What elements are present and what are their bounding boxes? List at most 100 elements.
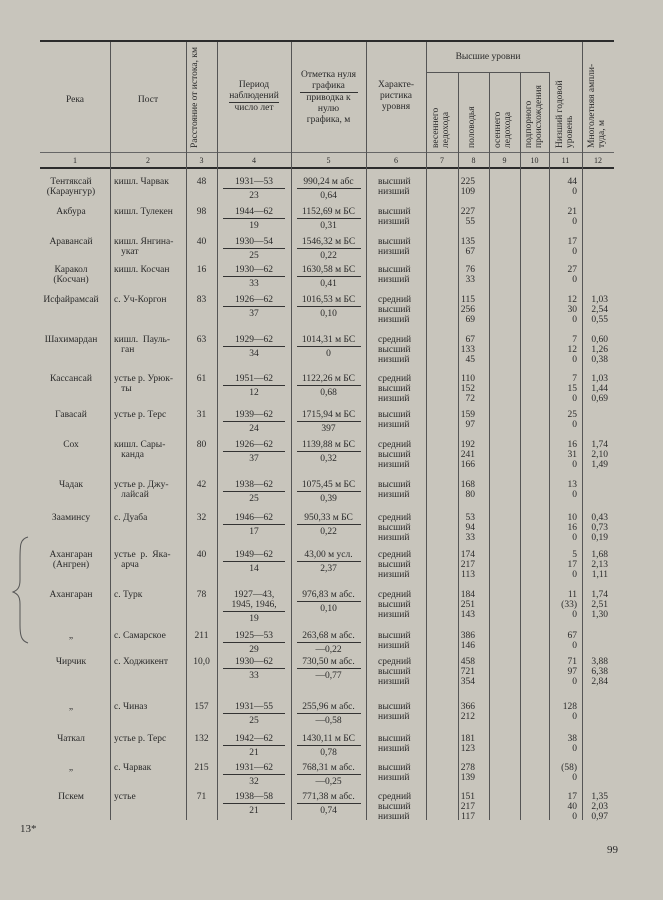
elevation-fraction-line xyxy=(297,218,361,219)
low-annual-level: 15 xyxy=(567,384,578,394)
column-divider xyxy=(582,42,583,820)
river-name: „ xyxy=(68,702,74,712)
level-characteristic: низший xyxy=(378,533,410,543)
elevation-zero: 768,31 м абс. xyxy=(302,763,355,773)
brace-icon xyxy=(11,536,29,644)
flood-high-level: 135 xyxy=(460,237,475,247)
post-name: кишл. Косчан xyxy=(114,265,170,275)
period: 1942—62 xyxy=(235,734,273,744)
level-characteristic: высший xyxy=(378,177,411,187)
years-count: 21 xyxy=(249,748,259,758)
level-characteristic: низший xyxy=(378,490,410,500)
column-divider xyxy=(186,42,187,820)
elevation-fraction-line xyxy=(297,524,361,525)
level-characteristic: низший xyxy=(378,187,410,197)
amplitude: 0,43 xyxy=(591,513,608,523)
river-name: Тентяксай (Караунгур) xyxy=(46,177,96,197)
column-number: 10 xyxy=(530,156,539,165)
period: 1925—53 xyxy=(235,631,273,641)
flood-high-level: 181 xyxy=(460,734,475,744)
header-flood: половодья xyxy=(467,106,477,148)
amplitude: 0,97 xyxy=(591,812,608,822)
distance: 157 xyxy=(194,702,209,712)
distance: 132 xyxy=(194,734,209,744)
period: 1938—58 xyxy=(235,792,273,802)
correction: 0,32 xyxy=(320,454,337,464)
period-fraction-line xyxy=(223,248,285,249)
column-divider xyxy=(366,42,367,820)
flood-high-level: 67 xyxy=(465,335,476,345)
level-characteristic: средний xyxy=(378,440,412,450)
distance: 63 xyxy=(196,335,207,345)
low-annual-level: 0 xyxy=(572,712,577,722)
period: 1929—62 xyxy=(235,335,273,345)
amplitude: 6,38 xyxy=(591,667,608,677)
header-elevation-top: Отметка нуля графика xyxy=(299,70,358,93)
low-annual-level: 16 xyxy=(567,440,578,450)
low-annual-level: 31 xyxy=(567,450,578,460)
correction: 0,31 xyxy=(320,221,337,231)
years-count: 32 xyxy=(249,777,259,787)
level-characteristic: средний xyxy=(378,295,412,305)
low-annual-level: 17 xyxy=(567,560,578,570)
flood-high-level: 152 xyxy=(460,384,475,394)
post-name: с. Чарвак xyxy=(114,763,152,773)
years-count: 37 xyxy=(249,454,259,464)
elevation-zero: 1014,31 м БС xyxy=(301,335,356,345)
low-annual-level: 16 xyxy=(567,523,578,533)
post-name: с. Самарское xyxy=(114,631,166,641)
correction: —0,22 xyxy=(315,645,342,655)
amplitude: 3,88 xyxy=(591,657,608,667)
level-characteristic: высший xyxy=(378,237,411,247)
flood-high-level: 110 xyxy=(461,374,475,384)
level-characteristic: низший xyxy=(378,275,410,285)
low-annual-level: 0 xyxy=(572,610,577,620)
level-characteristic: низший xyxy=(378,394,410,404)
low-annual-level: 0 xyxy=(572,460,577,470)
distance: 48 xyxy=(196,177,207,187)
level-characteristic: высший xyxy=(378,802,411,812)
river-name: Гавасай xyxy=(55,410,87,420)
flood-high-level: 53 xyxy=(465,513,476,523)
header-elevation: Отметка нуля графика приводка к нулю гра… xyxy=(291,70,366,126)
group-rule xyxy=(426,72,550,73)
elevation-fraction-line xyxy=(297,451,361,452)
low-annual-level: 38 xyxy=(567,734,578,744)
correction: 2,37 xyxy=(320,564,337,574)
period: 1931—53 xyxy=(235,177,273,187)
elevation-fraction-line xyxy=(297,346,361,347)
period: 1930—54 xyxy=(235,237,273,247)
post-name: с. Ходжикент xyxy=(114,657,169,667)
low-annual-level: (58) xyxy=(561,763,577,773)
post-name: устье р. Урюк- ты xyxy=(114,374,174,394)
post-name: с. Чиназ xyxy=(114,702,148,712)
flood-high-level: 166 xyxy=(460,460,475,470)
level-characteristic: низший xyxy=(378,355,410,365)
amplitude: 1,49 xyxy=(591,460,608,470)
post-name: устье xyxy=(114,792,136,802)
level-characteristic: высший xyxy=(378,560,411,570)
level-characteristic: высший xyxy=(378,345,411,355)
river-name: Аравансай xyxy=(49,237,93,247)
flood-high-level: 256 xyxy=(460,305,475,315)
level-characteristic: низший xyxy=(378,812,410,822)
level-characteristic: средний xyxy=(378,590,412,600)
correction: 0,39 xyxy=(320,494,337,504)
top-rule xyxy=(40,40,614,42)
elevation-zero: 976,83 м абс. xyxy=(302,590,355,600)
period-fraction-line xyxy=(223,524,285,525)
correction: 0,78 xyxy=(320,748,337,758)
period: 1939—62 xyxy=(235,410,273,420)
numbers-rule xyxy=(40,152,614,153)
flood-high-level: 113 xyxy=(461,570,475,580)
period: 1930—62 xyxy=(235,265,273,275)
low-annual-level: 17 xyxy=(567,237,578,247)
distance: 16 xyxy=(196,265,207,275)
amplitude: 1,68 xyxy=(591,550,608,560)
low-annual-level: 44 xyxy=(567,177,578,187)
level-characteristic: высший xyxy=(378,702,411,712)
amplitude: 2,51 xyxy=(591,600,608,610)
level-characteristic: высший xyxy=(378,667,411,677)
elevation-fraction-line xyxy=(297,713,361,714)
column-number: 6 xyxy=(394,156,398,165)
